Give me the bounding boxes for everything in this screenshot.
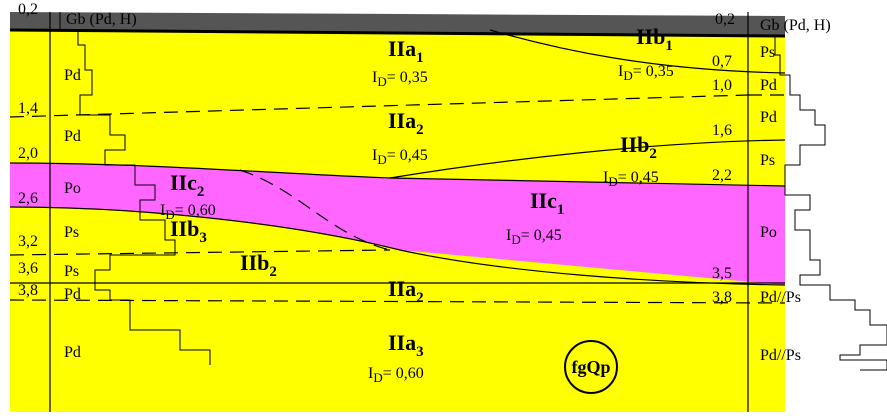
layer-name: IIc <box>530 188 557 213</box>
layer-subscript: 2 <box>269 264 277 280</box>
soil-label: Pd <box>760 109 777 126</box>
index-subscript: D <box>623 68 632 83</box>
layer-name: IIb <box>170 216 199 241</box>
cross-section: 0,2 1,4 2,0 2,6 3,2 3,6 3,8 Gb (Pd, H) Pd Pd Po Ps P… <box>0 0 887 416</box>
depth-label: 0,7 <box>712 53 732 70</box>
soil-label: Gb (Pd, H) <box>760 17 831 34</box>
depth-label: 3,2 <box>18 233 38 250</box>
layer-subscript: 3 <box>416 344 424 360</box>
index-subscript: D <box>377 74 386 89</box>
depth-label: 2,0 <box>18 145 38 162</box>
index-value: = 0,60 <box>383 365 424 382</box>
layer-subscript: 2 <box>649 146 657 162</box>
index-subscript: D <box>377 152 386 167</box>
soil-label: Pd <box>64 286 81 303</box>
depth-label: 2,2 <box>712 167 732 184</box>
depth-label: 1,6 <box>712 122 732 139</box>
layer-subscript: 1 <box>557 202 565 218</box>
index-subscript: D <box>511 232 520 247</box>
layer-name: IIa <box>388 276 416 301</box>
soil-label: Pd//Ps <box>760 347 801 364</box>
soil-label: Ps <box>760 44 775 61</box>
layer-name: IIa <box>388 36 416 61</box>
layer-name: IIa <box>388 330 416 355</box>
depth-label: 3,8 <box>712 289 732 306</box>
index-value: = 0,45 <box>618 169 659 186</box>
layer-subscript: 2 <box>416 290 424 306</box>
index-subscript: D <box>373 370 382 385</box>
layer-name: IIb <box>636 24 665 49</box>
layer-subscript: 3 <box>199 230 207 246</box>
layer-name: IIb <box>620 132 649 157</box>
soil-label: Ps <box>64 263 79 280</box>
stratigraphy-label: fgQp <box>571 357 610 377</box>
soil-label: Pd//Ps <box>760 289 801 306</box>
depth-label: 1,4 <box>18 100 38 117</box>
layer-name: IIc <box>170 170 197 195</box>
soil-label: Ps <box>64 224 79 241</box>
index-value: = 0,45 <box>521 227 562 244</box>
soil-label: Po <box>64 180 81 197</box>
layer-subscript: 1 <box>416 50 424 66</box>
depth-label: 3,6 <box>18 260 38 277</box>
soil-label: Pd <box>760 77 777 94</box>
layer-name: IIb <box>240 250 269 275</box>
layer-subscript: 1 <box>665 38 673 54</box>
depth-label: 0,2 <box>18 1 38 18</box>
depth-label: 3,5 <box>712 265 732 282</box>
layer-subscript: 2 <box>416 122 424 138</box>
layer-subscript: 2 <box>197 184 205 200</box>
index-subscript: D <box>608 174 617 189</box>
soil-label: Pd <box>64 128 81 145</box>
depth-label: 1,0 <box>712 77 732 94</box>
layer-name: IIa <box>388 108 416 133</box>
index-value: = 0,35 <box>387 69 428 86</box>
soil-label: Po <box>760 224 777 241</box>
soil-label: Pd <box>64 344 81 361</box>
depth-label: 0,2 <box>715 11 735 28</box>
depth-label: 3,8 <box>18 282 38 299</box>
soil-label: Pd <box>64 67 81 84</box>
soil-label: Gb (Pd, H) <box>66 11 137 28</box>
depth-label: 2,6 <box>18 190 38 207</box>
index-value: = 0,45 <box>387 147 428 164</box>
soil-label: Ps <box>760 152 775 169</box>
index-value: = 0,35 <box>633 63 674 80</box>
